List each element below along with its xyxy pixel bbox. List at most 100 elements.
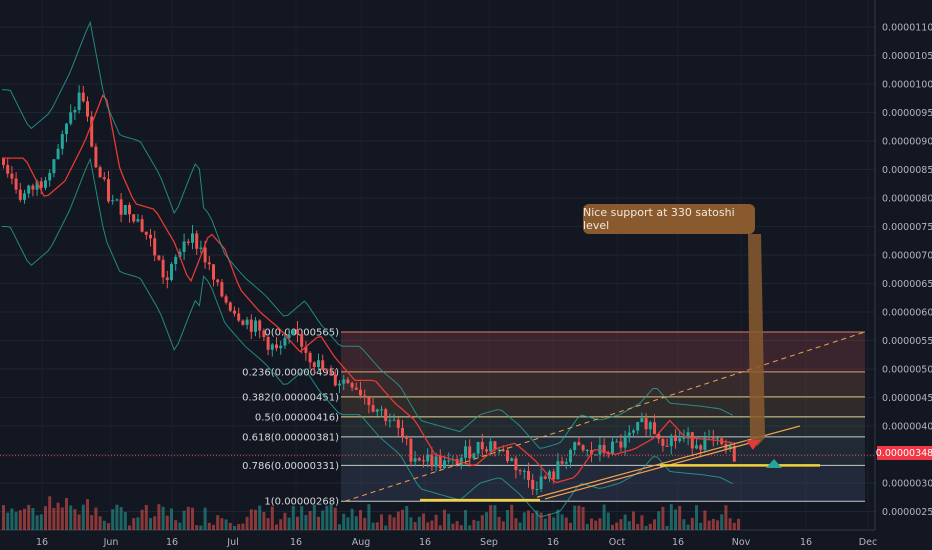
volume-bar [111,509,115,530]
candle-body [548,471,551,479]
candle-body [489,441,493,452]
volume-bar [648,523,652,530]
fib-level-label: 0.236(0.00000495) [242,367,339,378]
candle-body [65,123,68,135]
volume-bar [560,514,564,530]
volume-bar [153,516,157,530]
candle-body [329,371,333,375]
volume-bar [115,504,119,530]
volume-bar [207,522,211,530]
candle-body [115,199,119,201]
volume-bar [703,510,707,530]
candle-body [98,167,102,178]
annotation-callout: Nice support at 330 satoshi level [583,204,755,234]
volume-bar [598,518,602,530]
candle-body [258,320,262,331]
volume-bar [317,516,320,530]
volume-bar [102,520,106,530]
candle-body [480,441,484,450]
volume-bar [573,505,577,530]
candle-body [388,420,392,422]
candle-body [367,397,371,406]
candle-body [430,454,434,467]
volume-bar [396,511,400,530]
volume-bar [464,509,467,530]
candle-body [44,180,47,188]
candle-body [657,433,661,439]
candle-body [14,178,18,190]
volume-bar [354,516,358,530]
volume-bar [123,511,127,530]
volume-bar [548,513,551,530]
volume-bar [60,507,64,530]
candle-body [665,445,669,447]
candle-body [527,470,530,480]
trend-line-lower [544,439,761,500]
volume-bar [737,518,740,530]
candle-body [426,454,430,462]
volume-bar [392,517,396,530]
candle-body [296,329,299,334]
candle-body [69,112,73,124]
volume-bar [686,524,690,530]
candle-body [228,302,232,311]
candle-body [409,438,413,462]
candle-body [615,441,619,443]
candle-body [56,148,60,160]
fib-level-label: 0.618(0.00000381) [242,432,339,443]
moving-average-line [2,94,733,484]
candle-body [254,320,257,332]
candle-body [312,362,316,368]
volume-bar [636,523,640,530]
volume-bar [65,498,68,530]
price-tick-label: 0.00000250 [882,507,932,518]
volume-bar [606,512,610,530]
candle-body [300,333,304,347]
volume-bar [506,510,509,530]
volume-bar [359,510,362,530]
volume-bar [581,506,585,530]
volume-bar [161,506,165,530]
candle-body [623,435,627,448]
candle-body [581,445,585,451]
volume-bar [199,525,203,530]
candle-body [342,379,346,384]
volume-bar [186,506,190,530]
volume-bar [632,511,635,530]
volume-bar [455,521,459,530]
time-tick-label: Oct [609,537,626,548]
candle-body [413,458,417,462]
volume-bar [90,515,94,530]
volume-bar [275,524,278,530]
candle-body [10,173,14,179]
candle-body [443,460,446,469]
candle-body [94,146,98,168]
volume-bar [401,509,404,530]
candle-body [522,470,526,472]
candle-body [149,234,152,239]
candle-body [27,185,31,194]
candle-body [6,165,10,174]
candle-body [644,418,648,430]
volume-bar [728,518,732,530]
candle-body [472,453,476,459]
candle-body [283,337,287,346]
candle-body [514,458,518,471]
candle-body [90,116,94,147]
candle-body [220,282,224,297]
fib-level-label: 1(0.00000268) [264,497,339,508]
candle-body [401,427,404,437]
volume-bar [31,507,35,530]
time-tick-label: 16 [166,537,178,548]
volume-bar [18,510,22,530]
candle-body [405,436,409,439]
